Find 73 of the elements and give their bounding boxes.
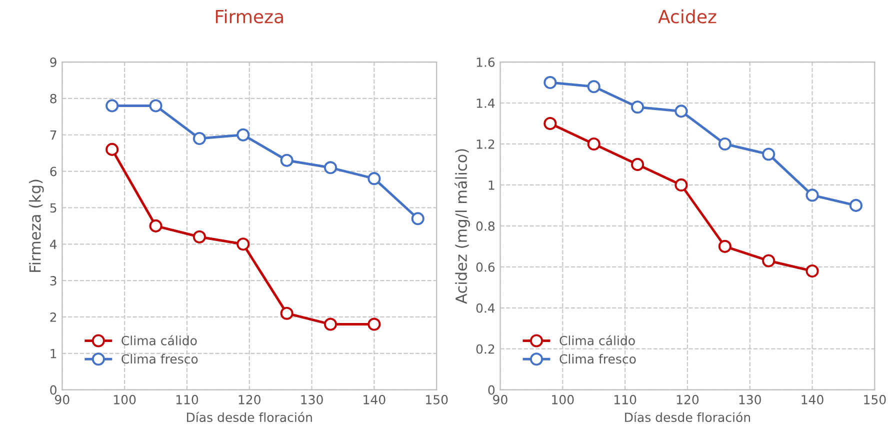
point — [544, 116, 557, 130]
point — [587, 137, 600, 151]
point — [192, 230, 206, 244]
y-tick-label: 0.2 — [476, 344, 494, 354]
y-tick-label: 1.6 — [476, 57, 495, 67]
point — [718, 240, 732, 253]
point — [324, 318, 338, 331]
x-tick-label: 140 — [364, 394, 386, 404]
x-tick-label: 90 — [493, 394, 508, 404]
point — [106, 99, 119, 112]
point — [544, 76, 557, 90]
point — [324, 161, 338, 174]
point — [631, 158, 644, 171]
chart-title: Acidez — [658, 9, 716, 24]
point — [368, 318, 381, 331]
y-tick-label: 0.6 — [476, 262, 495, 272]
legend-label: Clima cálido — [560, 335, 635, 346]
x-tick-label: 150 — [864, 394, 886, 404]
y-tick-label: 0.4 — [476, 303, 495, 313]
chart-title: Firmeza — [216, 9, 283, 24]
y-tick-label: 5 — [50, 203, 56, 213]
x-tick-label: 140 — [802, 394, 824, 404]
y-tick-label: 1 — [488, 180, 494, 190]
x-tick-label: 100 — [114, 394, 136, 404]
y-tick-label: 0.8 — [476, 221, 495, 231]
x-axis-title: Días desde floración — [186, 412, 312, 422]
point — [674, 178, 688, 192]
point — [149, 219, 162, 232]
y-tick-label: 4 — [50, 240, 57, 249]
point — [631, 100, 644, 114]
legend-label: Clima fresco — [560, 354, 636, 364]
point — [587, 80, 600, 94]
point — [674, 104, 688, 118]
point — [806, 264, 819, 278]
point — [149, 99, 162, 112]
y-axis-title: Acidez (mg/l málico) — [454, 149, 470, 304]
x-tick-label: 130 — [301, 394, 323, 404]
x-tick-label: 100 — [552, 394, 574, 404]
point — [280, 154, 294, 167]
y-tick-label: 1.4 — [476, 98, 495, 108]
point — [849, 198, 862, 212]
x-tick-label: 130 — [739, 394, 761, 404]
point — [806, 188, 819, 202]
y-tick-label: 9 — [50, 57, 56, 67]
y-tick-label: 8 — [50, 94, 56, 104]
point — [192, 132, 206, 146]
point — [236, 128, 250, 142]
y-axis-title: Firmeza (kg) — [29, 180, 44, 272]
x-axis-title: Días desde floración — [625, 412, 750, 422]
legend-label: Clima cálido — [122, 335, 197, 346]
y-tick-label: 2 — [50, 312, 56, 322]
x-tick-label: 110 — [614, 394, 636, 404]
y-tick-label: 1.2 — [476, 139, 494, 149]
point — [718, 137, 732, 151]
x-tick-label: 150 — [426, 394, 448, 404]
y-tick-label: 0 — [488, 385, 495, 395]
legend-label: Clima fresco — [122, 354, 198, 364]
y-tick-label: 3 — [50, 276, 56, 286]
point — [762, 254, 776, 268]
point — [368, 172, 381, 186]
point — [106, 142, 119, 156]
x-tick-label: 120 — [676, 394, 699, 404]
x-tick-label: 90 — [54, 394, 70, 404]
y-tick-label: 6 — [50, 166, 57, 176]
point — [280, 306, 294, 320]
point — [762, 148, 776, 161]
y-tick-label: 1 — [50, 349, 56, 358]
y-tick-label: 7 — [50, 130, 56, 140]
y-tick-label: 0 — [50, 385, 56, 395]
x-tick-label: 110 — [176, 394, 198, 404]
x-tick-label: 120 — [238, 394, 260, 404]
point — [236, 238, 250, 251]
point — [411, 212, 424, 226]
